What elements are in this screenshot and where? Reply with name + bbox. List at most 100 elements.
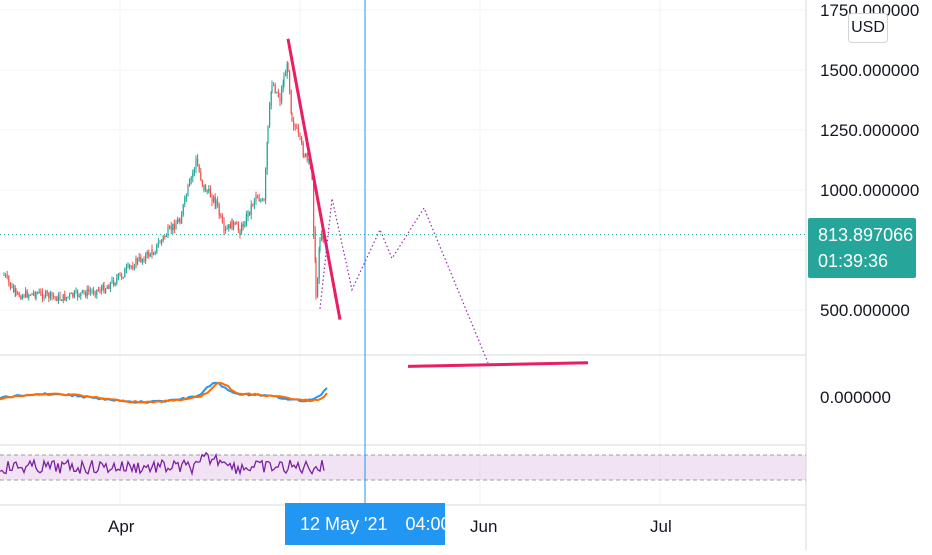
candle-body — [54, 296, 56, 298]
candle-body — [291, 113, 293, 122]
candle-body — [88, 289, 90, 293]
candle-body — [38, 291, 40, 294]
candle-body — [75, 290, 77, 292]
candle-body — [321, 233, 323, 241]
candle-body — [62, 294, 64, 301]
signal-line — [0, 381, 328, 404]
candle-body — [247, 211, 249, 217]
candle-body — [221, 216, 223, 223]
candle-body — [187, 185, 189, 187]
candle-body — [260, 200, 262, 202]
grid — [0, 0, 806, 505]
candle-body — [270, 91, 272, 106]
candle-body — [35, 293, 37, 298]
candle-body — [228, 224, 230, 229]
candle-body — [215, 201, 217, 205]
rsi-line — [0, 451, 325, 477]
candle-body — [271, 85, 273, 92]
candle-body — [301, 137, 303, 144]
candle-body — [203, 185, 205, 191]
candle-body — [187, 185, 189, 197]
candle-body — [132, 266, 134, 269]
candle-body — [31, 293, 33, 296]
candle-body — [200, 171, 202, 181]
candle-body — [175, 223, 177, 230]
candle-body — [261, 199, 263, 201]
rsi-pane — [0, 451, 806, 481]
candle-body — [5, 275, 7, 276]
candle-body — [182, 204, 184, 216]
candle-body — [302, 143, 304, 156]
candle-body — [18, 292, 20, 297]
candle-body — [34, 292, 36, 298]
candle-body — [236, 223, 238, 225]
candle-body — [91, 290, 93, 292]
candle-body — [255, 195, 257, 198]
candle-body — [274, 85, 276, 93]
time-tick-label: Apr — [108, 517, 135, 536]
candle-body — [281, 88, 283, 102]
candle-body — [21, 295, 23, 300]
candle-body — [122, 277, 124, 279]
candle-body — [289, 71, 291, 91]
candle-body — [296, 127, 298, 129]
candle-body — [181, 215, 183, 224]
candle-body — [40, 291, 42, 293]
candle-body — [97, 289, 99, 291]
candle-body — [306, 153, 308, 160]
candle-body — [89, 291, 91, 293]
candle-body — [220, 215, 222, 217]
candle-body — [124, 269, 126, 278]
trend-line — [286, 38, 342, 320]
candle-body — [245, 214, 247, 226]
currency-badge[interactable]: USD — [848, 13, 888, 43]
candle-body — [276, 91, 278, 93]
candle-body — [33, 292, 35, 294]
candle-body — [11, 286, 13, 288]
candle-body — [116, 278, 118, 284]
candle-body — [145, 254, 147, 262]
candle-body — [283, 76, 285, 85]
candle-body — [157, 242, 159, 244]
time-tick-label: Jun — [470, 517, 497, 536]
price-tick-label: 500.000000 — [820, 301, 910, 320]
price-tick-label: 1500.000000 — [820, 61, 919, 80]
candle-body — [209, 188, 211, 198]
candle-body — [9, 282, 11, 288]
candle-body — [213, 196, 215, 202]
candle-body — [154, 252, 156, 255]
candle-body — [41, 292, 43, 299]
candle-body — [148, 251, 150, 257]
candle-body — [250, 204, 252, 215]
candle-body — [83, 291, 85, 293]
candle-body — [130, 266, 132, 268]
candle-body — [15, 289, 17, 293]
candle-body — [161, 239, 163, 244]
candle-body — [269, 105, 271, 126]
candle-body — [80, 292, 82, 297]
candle-body — [170, 226, 172, 231]
candle-body — [57, 295, 59, 302]
candle-body — [294, 126, 296, 128]
candle-body — [244, 225, 246, 227]
candle-body — [135, 258, 137, 265]
candle-body — [223, 227, 225, 231]
candle-body — [156, 243, 158, 253]
candle-body — [3, 275, 5, 276]
candle-body — [169, 226, 171, 228]
candle-body — [129, 264, 131, 267]
candle-body — [102, 284, 104, 289]
candle-body — [85, 292, 87, 297]
candle-body — [20, 296, 22, 300]
candle-body — [99, 290, 101, 292]
candle-body — [193, 168, 195, 173]
candle-body — [239, 232, 241, 235]
candle-body — [198, 166, 200, 172]
candle-body — [113, 279, 115, 285]
candle-body — [206, 191, 208, 193]
candle-body — [46, 291, 48, 294]
candle-body — [73, 291, 75, 297]
candle-body — [49, 292, 51, 299]
